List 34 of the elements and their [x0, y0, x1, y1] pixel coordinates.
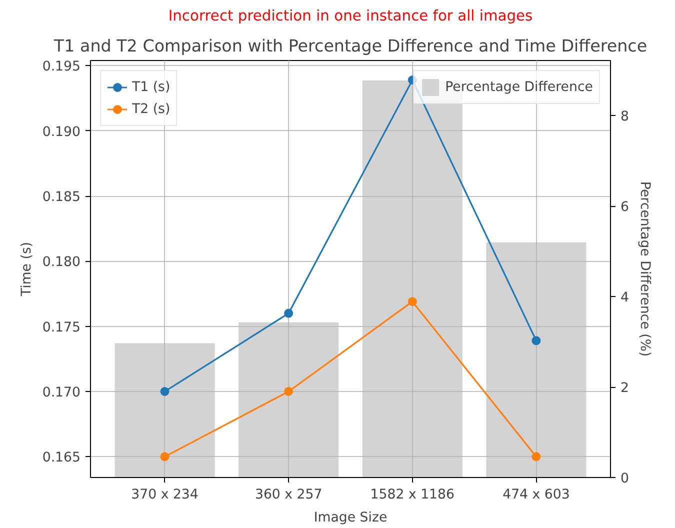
- point: [284, 387, 294, 396]
- y-tick-label: 0.165: [42, 450, 80, 466]
- y-tick-label: 0.180: [42, 255, 80, 270]
- legend-label: T1 (s): [132, 80, 170, 94]
- x-tick-label: 1582 x 1186: [370, 488, 455, 502]
- y2-tick-label: 8: [620, 110, 629, 125]
- chart-title: T1 and T2 Comparison with Percentage Difference and Time Difference: [52, 36, 648, 56]
- y2-axis-title: Percentage Difference (%): [636, 181, 652, 357]
- x-tick-label: 370 x 234: [131, 488, 198, 502]
- y2-tick-label: 2: [620, 381, 629, 396]
- y2-tick-label: 6: [620, 200, 629, 216]
- x-axis-title: Image Size: [314, 510, 388, 526]
- point: [408, 297, 417, 306]
- y-tick-label: 0.170: [42, 385, 80, 400]
- y-tick-label: 0.175: [42, 320, 80, 336]
- bar: [114, 343, 215, 478]
- bar: [486, 242, 586, 478]
- legend-label: Percentage Difference: [445, 80, 593, 94]
- x-tick-label: 360 x 257: [254, 488, 322, 502]
- y-tick-label: 0.185: [42, 190, 80, 206]
- y-tick-label: 0.190: [42, 124, 80, 140]
- y2-tick-label: 4: [620, 290, 629, 306]
- point: [160, 452, 170, 462]
- legend-label: T2 (s): [132, 102, 170, 116]
- bar: [238, 322, 339, 478]
- point: [160, 387, 170, 396]
- point: [532, 336, 541, 346]
- y2-tick-label: 0: [620, 472, 629, 486]
- y-axis-title: Time (s): [19, 242, 34, 298]
- point: [284, 308, 294, 318]
- y-tick-label: 0.195: [42, 60, 80, 75]
- point: [532, 452, 541, 462]
- x-tick-label: 474 x 603: [502, 488, 570, 502]
- chart-subtitle: Incorrect prediction in one instance for all images: [168, 8, 533, 24]
